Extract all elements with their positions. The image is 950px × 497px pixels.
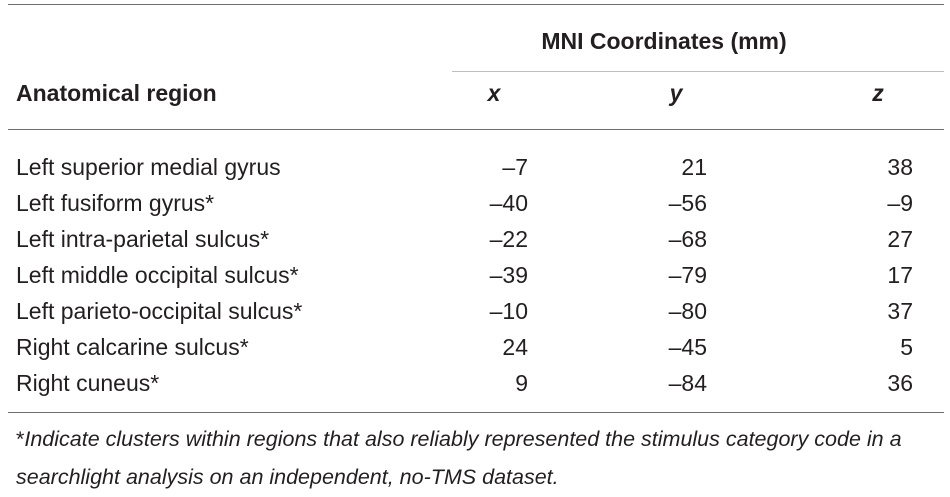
mni-coordinates-header: MNI Coordinates (mm) <box>541 28 787 54</box>
group-header-underline <box>452 71 944 72</box>
table-bottom-rule <box>8 412 944 413</box>
column-header-x: x <box>487 80 501 106</box>
x-cell: –10 <box>489 298 528 324</box>
region-cell: Right cuneus* <box>16 370 160 396</box>
table-footnote: *Indicate clusters within regions that a… <box>16 420 946 496</box>
footnote-marker: * <box>16 427 25 451</box>
x-cell: –22 <box>489 226 528 252</box>
footnote-text: Indicate clusters within regions that al… <box>16 427 902 489</box>
region-cell: Left fusiform gyrus* <box>16 190 215 216</box>
x-cell: –39 <box>489 262 528 288</box>
coordinates-table-body: Left superior medial gyrus –7 21 38 Left… <box>0 149 913 401</box>
z-cell: 37 <box>887 298 913 324</box>
x-cell: –40 <box>489 190 528 216</box>
region-cell: Left superior medial gyrus <box>16 154 281 180</box>
region-cell: Left parieto-occipital sulcus* <box>16 298 303 324</box>
table-row: Left parieto-occipital sulcus* –10 –80 3… <box>0 293 913 329</box>
table-row: Right calcarine sulcus* 24 –45 5 <box>0 329 913 365</box>
z-cell: 17 <box>887 262 913 288</box>
table-row: Right cuneus* 9 –84 36 <box>0 365 913 401</box>
table-top-rule <box>8 4 944 5</box>
x-cell: –7 <box>502 154 528 180</box>
header-separator-rule <box>8 129 944 130</box>
column-header-region: Anatomical region <box>16 80 217 106</box>
z-cell: 5 <box>900 334 913 360</box>
x-cell: 9 <box>515 370 528 396</box>
y-cell: –56 <box>668 190 707 216</box>
y-cell: 21 <box>681 154 707 180</box>
table-row: Left middle occipital sulcus* –39 –79 17 <box>0 257 913 293</box>
region-cell: Left middle occipital sulcus* <box>16 262 299 288</box>
region-cell: Right calcarine sulcus* <box>16 334 249 360</box>
table-row: Left fusiform gyrus* –40 –56 –9 <box>0 185 913 221</box>
column-header-z: z <box>872 80 884 106</box>
z-cell: 36 <box>887 370 913 396</box>
y-cell: –79 <box>668 262 707 288</box>
y-cell: –84 <box>668 370 707 396</box>
y-cell: –68 <box>668 226 707 252</box>
y-cell: –45 <box>668 334 707 360</box>
table-row: Left intra-parietal sulcus* –22 –68 27 <box>0 221 913 257</box>
y-cell: –80 <box>668 298 707 324</box>
x-cell: 24 <box>502 334 528 360</box>
z-cell: 27 <box>887 226 913 252</box>
region-cell: Left intra-parietal sulcus* <box>16 226 270 252</box>
z-cell: 38 <box>887 154 913 180</box>
table-row: Left superior medial gyrus –7 21 38 <box>0 149 913 185</box>
z-cell: –9 <box>887 190 913 216</box>
column-header-y: y <box>669 80 683 106</box>
